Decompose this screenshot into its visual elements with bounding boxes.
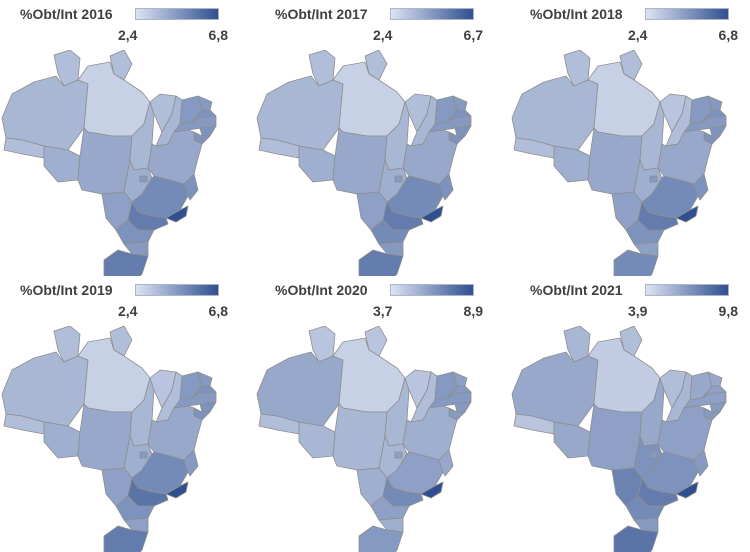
state-mt (77, 127, 133, 195)
panel-title: %Obt/Int 2016 (20, 6, 113, 22)
state-df (139, 451, 148, 459)
legend-gradient (390, 284, 474, 296)
state-pa (587, 337, 661, 413)
state-mt (77, 403, 133, 471)
state-ro (298, 421, 336, 459)
legend-min-label: 3,9 (628, 303, 648, 319)
state-ro (43, 145, 81, 183)
panel-title: %Obt/Int 2021 (530, 282, 623, 298)
state-al (199, 401, 217, 413)
state-rj (675, 481, 699, 499)
legend-min-label: 2,4 (118, 27, 138, 43)
legend-min-label: 2,4 (118, 303, 138, 319)
state-rs (103, 525, 149, 552)
legend-gradient (390, 8, 474, 20)
state-df (649, 175, 658, 183)
state-rs (613, 249, 659, 276)
brazil-choropleth-map (511, 326, 727, 552)
map-panel-2021: %Obt/Int 2021 3,9 9,8 (510, 276, 750, 552)
state-ro (298, 145, 336, 183)
map-panel-2016: %Obt/Int 2016 2,4 6,8 (0, 0, 250, 276)
legend-max-label: 6,8 (208, 303, 228, 319)
legend-gradient (645, 8, 729, 20)
state-mt (587, 127, 643, 195)
state-ro (553, 145, 591, 183)
state-pa (77, 61, 151, 137)
brazil-choropleth-map (256, 326, 472, 552)
state-df (649, 451, 658, 459)
legend-gradient (135, 8, 219, 20)
brazil-choropleth-map (256, 50, 472, 276)
legend-max-label: 6,8 (718, 27, 738, 43)
state-es (693, 449, 709, 477)
brazil-choropleth-map (1, 50, 217, 276)
legend-min-label: 3,7 (373, 303, 393, 319)
state-al (454, 401, 472, 413)
brazil-choropleth-map (511, 50, 727, 276)
legend-max-label: 9,8 (718, 303, 738, 319)
legend-gradient (135, 284, 219, 296)
state-rs (358, 525, 404, 552)
panel-title: %Obt/Int 2018 (530, 6, 623, 22)
state-rj (675, 205, 699, 223)
panel-title: %Obt/Int 2017 (275, 6, 368, 22)
state-rj (165, 205, 189, 223)
state-rj (420, 481, 444, 499)
map-panel-2018: %Obt/Int 2018 2,4 6,8 (510, 0, 750, 276)
legend-min-label: 2,4 (628, 27, 648, 43)
state-rs (613, 525, 659, 552)
state-df (139, 175, 148, 183)
state-es (438, 449, 454, 477)
state-al (709, 125, 727, 137)
legend-max-label: 6,8 (208, 27, 228, 43)
legend-max-label: 6,7 (463, 27, 483, 43)
state-mt (332, 127, 388, 195)
state-pa (77, 337, 151, 413)
state-al (199, 125, 217, 137)
state-es (183, 449, 199, 477)
state-df (394, 451, 403, 459)
state-df (394, 175, 403, 183)
state-rj (165, 481, 189, 499)
state-es (693, 173, 709, 201)
state-ro (43, 421, 81, 459)
panel-title: %Obt/Int 2019 (20, 282, 113, 298)
legend-max-label: 8,9 (463, 303, 483, 319)
state-mt (332, 403, 388, 471)
map-panel-2019: %Obt/Int 2019 2,4 6,8 (0, 276, 250, 552)
state-rs (103, 249, 149, 276)
state-rs (358, 249, 404, 276)
map-panel-2017: %Obt/Int 2017 2,4 6,7 (255, 0, 505, 276)
state-rj (420, 205, 444, 223)
state-es (183, 173, 199, 201)
state-mt (587, 403, 643, 471)
state-pa (587, 61, 661, 137)
state-es (438, 173, 454, 201)
state-al (454, 125, 472, 137)
map-panel-2020: %Obt/Int 2020 3,7 8,9 (255, 276, 505, 552)
legend-min-label: 2,4 (373, 27, 393, 43)
state-pa (332, 61, 406, 137)
panel-title: %Obt/Int 2020 (275, 282, 368, 298)
brazil-choropleth-map (1, 326, 217, 552)
state-pa (332, 337, 406, 413)
legend-gradient (645, 284, 729, 296)
state-al (709, 401, 727, 413)
state-ro (553, 421, 591, 459)
